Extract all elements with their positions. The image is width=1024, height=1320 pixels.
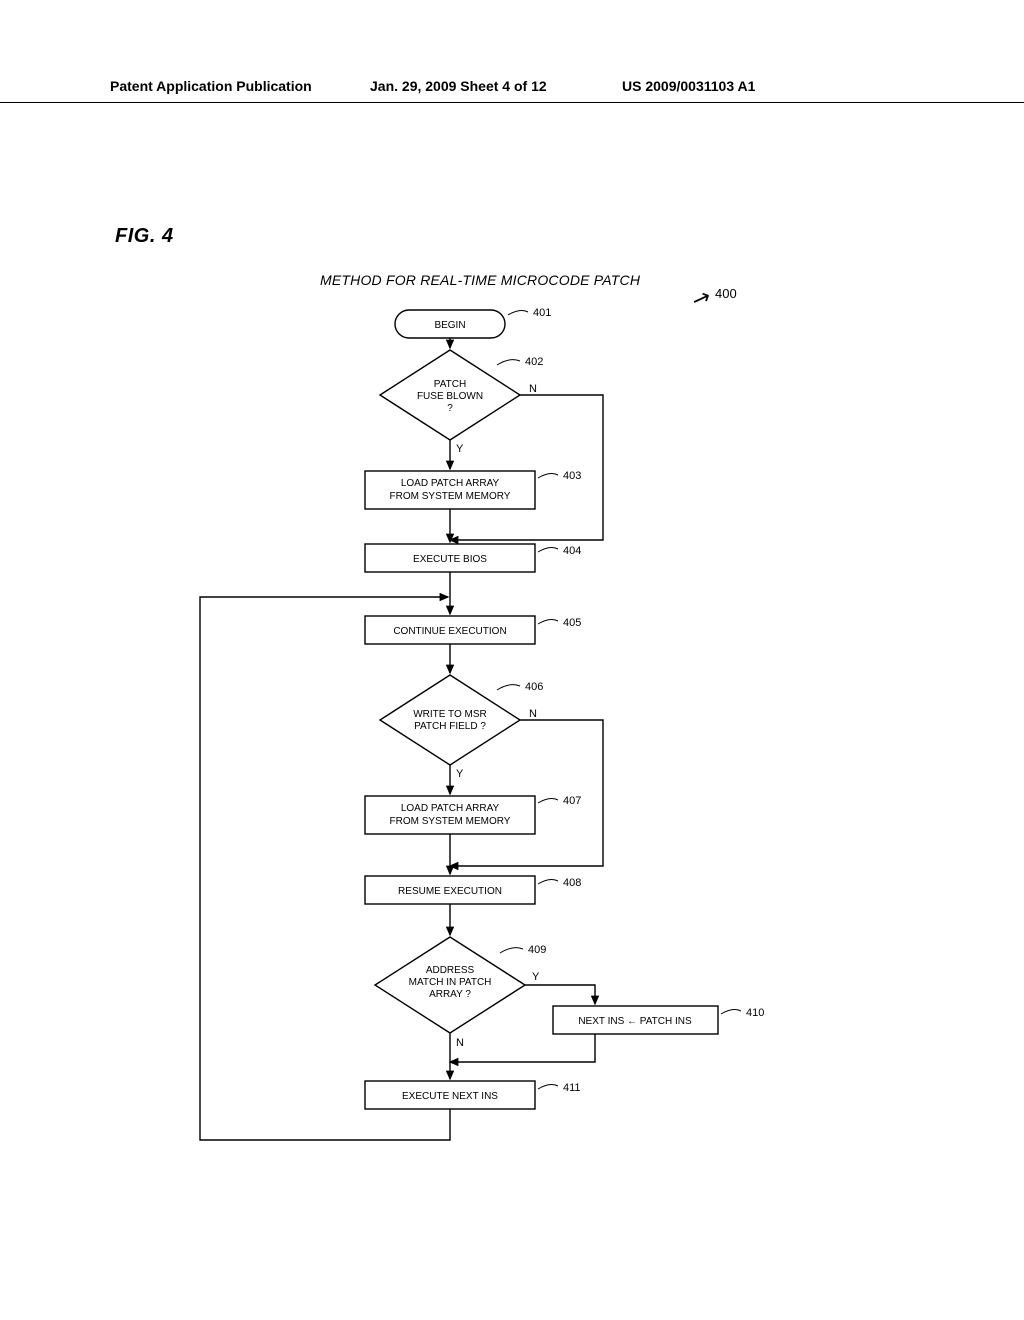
svg-text:ADDRESS: ADDRESS <box>426 965 475 976</box>
svg-text:ARRAY ?: ARRAY ? <box>429 989 471 1000</box>
svg-text:LOAD PATCH ARRAY: LOAD PATCH ARRAY <box>401 803 500 814</box>
node-403-process: LOAD PATCH ARRAY FROM SYSTEM MEMORY 403 <box>365 470 581 509</box>
node-409-decision: ADDRESS MATCH IN PATCH ARRAY ? 409 Y N <box>375 937 546 1049</box>
svg-text:MATCH IN PATCH: MATCH IN PATCH <box>409 977 492 988</box>
svg-text:411: 411 <box>563 1082 581 1094</box>
svg-text:406: 406 <box>525 681 543 693</box>
svg-text:Y: Y <box>456 443 464 455</box>
svg-text:FROM SYSTEM MEMORY: FROM SYSTEM MEMORY <box>390 491 511 502</box>
svg-text:BEGIN: BEGIN <box>434 320 465 331</box>
node-410-process: NEXT INS ← PATCH INS 410 <box>553 1006 764 1034</box>
svg-text:CONTINUE EXECUTION: CONTINUE EXECUTION <box>393 626 506 637</box>
node-411-process: EXECUTE NEXT INS 411 <box>365 1081 581 1109</box>
node-408-process: RESUME EXECUTION 408 <box>365 876 581 904</box>
node-405-process: CONTINUE EXECUTION 405 <box>365 616 581 644</box>
svg-text:EXECUTE NEXT INS: EXECUTE NEXT INS <box>402 1091 498 1102</box>
svg-text:404: 404 <box>563 545 581 557</box>
svg-text:Y: Y <box>456 768 464 780</box>
svg-text:409: 409 <box>528 944 546 956</box>
node-402-decision: PATCH FUSE BLOWN ? 402 N Y <box>380 350 543 455</box>
node-404-process: EXECUTE BIOS 404 <box>365 544 581 572</box>
page-header: Patent Application Publication Jan. 29, … <box>0 72 1024 103</box>
svg-text:WRITE TO MSR: WRITE TO MSR <box>413 709 487 720</box>
svg-text:N: N <box>529 383 537 395</box>
svg-text:PATCH FIELD ?: PATCH FIELD ? <box>414 721 486 732</box>
svg-text:LOAD PATCH ARRAY: LOAD PATCH ARRAY <box>401 478 500 489</box>
header-mid: Jan. 29, 2009 Sheet 4 of 12 <box>370 78 547 94</box>
svg-text:407: 407 <box>563 795 581 807</box>
header-right: US 2009/0031103 A1 <box>622 78 755 94</box>
svg-text:N: N <box>456 1037 464 1049</box>
svg-text:EXECUTE BIOS: EXECUTE BIOS <box>413 554 487 565</box>
flowchart-svg: BEGIN 401 PATCH FUSE BLOWN ? 402 N Y LOA… <box>0 290 1024 1240</box>
svg-text:403: 403 <box>563 470 581 482</box>
node-401-begin: BEGIN 401 <box>395 307 551 338</box>
figure-title: METHOD FOR REAL-TIME MICROCODE PATCH <box>320 272 640 288</box>
header-left: Patent Application Publication <box>110 78 312 94</box>
svg-text:N: N <box>529 708 537 720</box>
svg-text:Y: Y <box>532 971 540 983</box>
figure-label: FIG. 4 <box>115 225 174 248</box>
svg-text:PATCH: PATCH <box>434 379 466 390</box>
node-407-process: LOAD PATCH ARRAY FROM SYSTEM MEMORY 407 <box>365 795 581 834</box>
node-406-decision: WRITE TO MSR PATCH FIELD ? 406 N Y <box>380 675 543 780</box>
svg-text:?: ? <box>447 403 453 414</box>
svg-text:NEXT INS ← PATCH INS: NEXT INS ← PATCH INS <box>578 1016 692 1027</box>
svg-text:410: 410 <box>746 1007 764 1019</box>
svg-text:405: 405 <box>563 617 581 629</box>
svg-text:FUSE BLOWN: FUSE BLOWN <box>417 391 483 402</box>
svg-text:401: 401 <box>533 307 551 319</box>
svg-text:408: 408 <box>563 877 581 889</box>
svg-text:402: 402 <box>525 356 543 368</box>
svg-text:FROM SYSTEM MEMORY: FROM SYSTEM MEMORY <box>390 816 511 827</box>
svg-text:RESUME EXECUTION: RESUME EXECUTION <box>398 886 502 897</box>
